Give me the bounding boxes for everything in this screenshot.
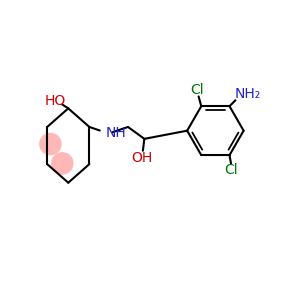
Circle shape <box>39 133 62 155</box>
Text: Cl: Cl <box>190 83 204 97</box>
Circle shape <box>51 152 74 175</box>
Text: NH₂: NH₂ <box>234 87 260 101</box>
Text: HO: HO <box>44 94 65 108</box>
Text: NH: NH <box>106 126 127 140</box>
Text: Cl: Cl <box>224 163 238 177</box>
Text: OH: OH <box>131 151 152 165</box>
